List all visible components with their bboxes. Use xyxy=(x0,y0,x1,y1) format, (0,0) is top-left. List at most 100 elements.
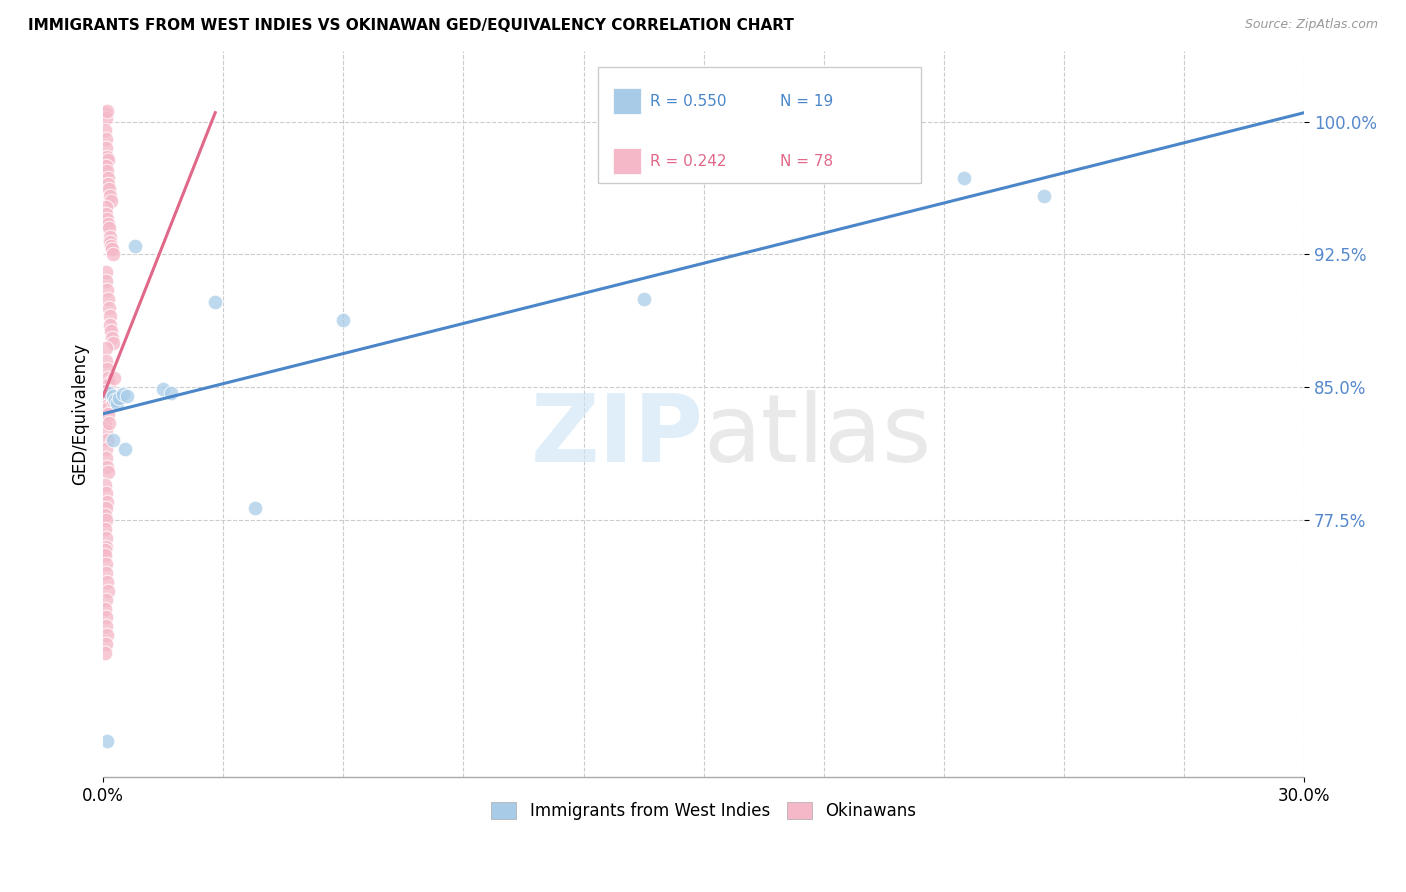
Point xyxy=(94,425,117,439)
Point xyxy=(94,341,117,355)
Point xyxy=(94,442,117,457)
Point xyxy=(104,392,127,407)
Point xyxy=(94,389,117,403)
Point xyxy=(96,211,118,226)
Point xyxy=(633,292,655,306)
Point xyxy=(96,206,118,220)
Point xyxy=(96,274,118,288)
Point xyxy=(112,387,135,401)
Point xyxy=(96,540,118,554)
Point xyxy=(160,385,183,400)
Point xyxy=(94,159,117,173)
Point xyxy=(97,153,120,168)
Legend: Immigrants from West Indies, Okinawans: Immigrants from West Indies, Okinawans xyxy=(485,795,922,827)
Point xyxy=(96,283,118,297)
Point xyxy=(97,220,120,235)
Text: IMMIGRANTS FROM WEST INDIES VS OKINAWAN GED/EQUIVALENCY CORRELATION CHART: IMMIGRANTS FROM WEST INDIES VS OKINAWAN … xyxy=(28,18,794,33)
Point xyxy=(96,362,118,376)
Point xyxy=(96,398,118,412)
Point xyxy=(94,416,117,430)
Point xyxy=(98,235,121,249)
Point xyxy=(96,628,118,642)
Text: atlas: atlas xyxy=(703,390,932,482)
Point xyxy=(94,265,117,279)
Point xyxy=(97,376,120,391)
Point xyxy=(94,592,117,607)
Point xyxy=(97,301,120,315)
Point xyxy=(98,385,121,400)
Point xyxy=(97,217,120,231)
Point xyxy=(152,382,174,396)
Point xyxy=(108,391,131,405)
Point xyxy=(953,171,976,186)
Point xyxy=(96,164,118,178)
Point xyxy=(98,416,121,430)
Point xyxy=(93,123,115,137)
Text: N = 78: N = 78 xyxy=(780,154,834,169)
Point xyxy=(94,566,117,581)
Point xyxy=(94,601,117,615)
Point xyxy=(98,229,121,244)
Point xyxy=(1033,189,1056,203)
Point xyxy=(98,189,121,203)
Point xyxy=(96,150,118,164)
Point xyxy=(101,247,124,261)
Point xyxy=(96,171,118,186)
Point xyxy=(98,182,121,196)
Point xyxy=(96,353,118,368)
Point xyxy=(115,389,138,403)
Y-axis label: GED/Equivalency: GED/Equivalency xyxy=(72,343,89,485)
Point xyxy=(97,371,120,385)
Point xyxy=(94,477,117,491)
Point xyxy=(101,389,124,403)
Point xyxy=(94,486,117,500)
Point xyxy=(96,434,118,448)
Point xyxy=(93,549,115,563)
Point xyxy=(96,103,118,118)
Point xyxy=(245,500,267,515)
Point xyxy=(96,459,118,474)
Point xyxy=(94,384,117,398)
Point xyxy=(94,200,117,214)
Point xyxy=(94,111,117,125)
Point xyxy=(98,318,121,333)
Point xyxy=(94,531,117,545)
Point xyxy=(101,242,124,256)
Point xyxy=(94,105,117,120)
Point xyxy=(94,522,117,536)
Text: R = 0.242: R = 0.242 xyxy=(650,154,725,169)
Point xyxy=(94,513,117,527)
Point xyxy=(96,575,118,590)
Point xyxy=(101,330,124,344)
Point xyxy=(100,324,122,338)
Point xyxy=(332,313,354,327)
Point xyxy=(97,177,120,191)
Point xyxy=(94,543,117,558)
Point xyxy=(94,558,117,572)
Point xyxy=(204,295,226,310)
Point xyxy=(94,500,117,515)
Point xyxy=(96,392,118,407)
Point xyxy=(103,371,125,385)
Point xyxy=(105,396,128,410)
Point xyxy=(101,434,124,448)
Point xyxy=(94,132,117,146)
Point xyxy=(94,508,117,522)
Point xyxy=(98,310,121,324)
Point xyxy=(100,238,122,252)
Text: N = 19: N = 19 xyxy=(780,95,834,109)
Point xyxy=(97,292,120,306)
Point xyxy=(96,583,118,598)
Text: R = 0.550: R = 0.550 xyxy=(650,95,725,109)
Point xyxy=(96,141,118,155)
Point xyxy=(101,335,124,350)
Point xyxy=(96,734,118,748)
Text: ZIP: ZIP xyxy=(531,390,703,482)
Point xyxy=(97,407,120,421)
Point xyxy=(94,610,117,624)
Point xyxy=(97,465,120,479)
Text: Source: ZipAtlas.com: Source: ZipAtlas.com xyxy=(1244,18,1378,31)
Point xyxy=(97,401,120,416)
Point xyxy=(94,637,117,651)
Point xyxy=(124,238,146,252)
